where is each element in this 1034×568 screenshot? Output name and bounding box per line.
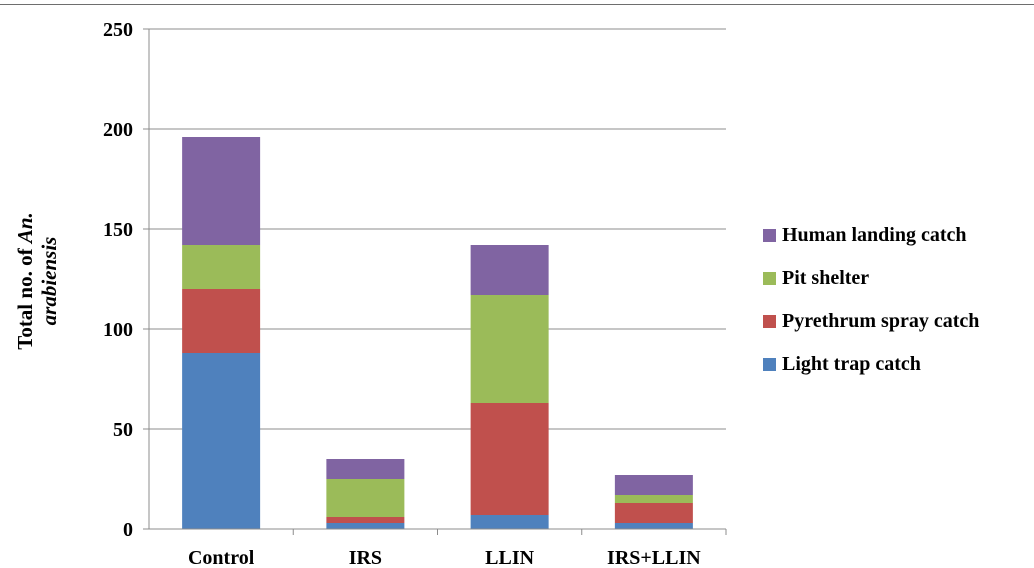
y-axis-title: Total no. of An. arabiensis (13, 212, 61, 350)
x-tick-label-irs-llin: IRS+LLIN (607, 547, 701, 568)
bar-control-series-2 (182, 245, 261, 289)
legend-item: Human landing catch (763, 214, 1034, 257)
bar-irs-series-2 (326, 479, 405, 517)
axes: 0 50 100 150 200 250 Control IRS LLIN IRS+LLIN (103, 19, 727, 568)
x-tick-label-control: Control (188, 547, 255, 568)
y-tick-label-200: 200 (103, 119, 133, 141)
bar-irs-llin-series-2 (614, 495, 693, 503)
legend-item: Light trap catch (763, 343, 1034, 386)
legend-label: Human landing catch (782, 224, 967, 246)
bar-irs-llin-series-0 (614, 523, 693, 529)
y-tick-label-100: 100 (103, 319, 133, 341)
legend-swatch (763, 315, 776, 328)
legend-label: Pyrethrum spray catch (782, 310, 980, 332)
y-axis-title-species-genus: An. (13, 212, 37, 245)
y-axis-title-prefix: Total no. of (13, 243, 37, 350)
legend-item: Pit shelter (763, 257, 1034, 300)
y-tick-label-150: 150 (103, 219, 133, 241)
bar-llin-series-0 (470, 515, 549, 529)
bar-irs-llin-series-3 (614, 475, 693, 495)
bar-irs-llin-series-1 (614, 503, 693, 523)
bar-irs-series-3 (326, 459, 405, 479)
y-axis-title-line1: Total no. of An. (13, 212, 37, 350)
legend-label: Pit shelter (782, 267, 870, 289)
y-tick-label-250: 250 (103, 19, 133, 41)
x-tick-label-irs: IRS (349, 547, 382, 568)
bar-llin-series-3 (470, 245, 549, 295)
bar-irs-series-0 (326, 523, 405, 529)
bar-control-series-1 (182, 289, 261, 353)
legend-swatch (763, 272, 776, 285)
y-tick-label-50: 50 (113, 419, 133, 441)
bars (182, 137, 693, 529)
bar-control-series-3 (182, 137, 261, 245)
x-tick-label-llin: LLIN (485, 547, 534, 568)
legend-swatch (763, 229, 776, 242)
bar-irs-series-1 (326, 517, 405, 523)
bar-llin-series-2 (470, 295, 549, 403)
bar-llin-series-1 (470, 403, 549, 515)
top-border (0, 4, 1034, 5)
legend-swatch (763, 358, 776, 371)
y-tick-label-0: 0 (123, 519, 133, 541)
y-axis-title-line2: arabiensis (37, 237, 61, 326)
legend-label: Light trap catch (782, 353, 921, 375)
bar-control-series-0 (182, 353, 261, 529)
legend: Human landing catch Pit shelter Pyrethrum … (763, 214, 1034, 386)
legend-item: Pyrethrum spray catch (763, 300, 1034, 343)
